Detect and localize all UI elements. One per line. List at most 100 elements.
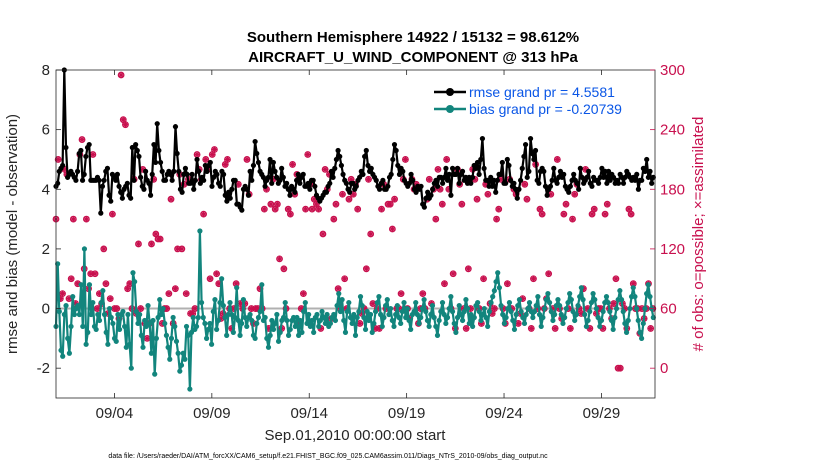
bias-point: [500, 311, 506, 318]
rmse-point: [211, 174, 217, 180]
bias-point: [605, 299, 611, 306]
y-right-tick-label: 180: [660, 181, 685, 198]
bias-point: [267, 332, 273, 338]
rmse-point: [551, 165, 557, 171]
obs-assimilated-marker: [569, 216, 576, 223]
bias-point: [128, 365, 134, 371]
rmse-point: [197, 180, 203, 186]
bias-point: [93, 326, 99, 333]
bias-point: [372, 308, 379, 315]
bias-point: [356, 308, 362, 315]
bias-point: [541, 305, 548, 312]
bias-point: [505, 305, 511, 312]
obs-assimilated-marker: [378, 206, 385, 213]
obs-assimilated-marker: [118, 71, 125, 78]
rmse-point: [104, 165, 111, 171]
rmse-point: [639, 177, 645, 183]
rmse-point: [448, 192, 454, 198]
rmse-point: [249, 177, 255, 183]
bias-point: [316, 323, 322, 330]
bias-point: [193, 323, 200, 330]
bias-point: [421, 297, 427, 303]
legend-bias-label: bias grand pr = -0.20739: [469, 101, 622, 117]
x-tick-label: 09/14: [290, 405, 328, 422]
obs-assimilated-marker: [120, 116, 127, 123]
rmse-point: [149, 171, 155, 177]
bias-point: [163, 332, 170, 338]
bias-point: [454, 314, 461, 321]
bias-point: [593, 305, 600, 312]
bias-point: [575, 302, 581, 309]
rmse-point: [433, 177, 439, 183]
rmse-point: [86, 141, 92, 148]
rmse-point: [368, 165, 374, 171]
bias-point: [227, 299, 233, 306]
rmse-point: [337, 153, 343, 160]
obs-assimilated-marker: [152, 231, 159, 237]
obs-assimilated-marker: [183, 290, 190, 297]
bias-point: [558, 311, 564, 318]
bias-point: [209, 341, 215, 347]
obs-assimilated-marker: [432, 216, 439, 223]
bias-point: [610, 326, 616, 333]
bias-point: [70, 294, 76, 300]
rmse-point: [498, 171, 504, 177]
rmse-point: [250, 162, 257, 169]
obs-assimilated-marker: [443, 156, 450, 163]
bias-point: [480, 311, 486, 318]
rmse-point: [136, 153, 142, 160]
bias-point: [178, 362, 185, 368]
y-right-tick-label: 240: [660, 122, 685, 139]
bias-point: [468, 311, 474, 318]
rmse-point: [96, 177, 102, 183]
bias-point: [297, 317, 303, 324]
bias-point: [403, 314, 409, 321]
bias-point: [627, 305, 633, 312]
rmse-point: [484, 177, 491, 183]
rmse-point: [532, 147, 539, 154]
rmse-point: [297, 180, 303, 186]
rmse-point: [410, 177, 416, 183]
rmse-point: [395, 162, 401, 169]
bias-point: [138, 332, 144, 338]
rmse-point: [106, 192, 112, 198]
obs-assimilated-marker: [591, 206, 598, 213]
bias-point: [232, 314, 238, 321]
bias-point: [185, 332, 191, 338]
rmse-point: [270, 159, 276, 166]
bias-point: [590, 291, 596, 297]
bias-point: [635, 317, 641, 324]
rmse-point: [262, 183, 268, 189]
bias-point: [419, 305, 426, 312]
bias-point: [336, 291, 342, 297]
obs-assimilated-marker: [463, 325, 470, 332]
bias-point: [381, 314, 387, 321]
rmse-point: [473, 165, 479, 171]
rmse-point: [576, 186, 582, 192]
bias-point: [101, 311, 108, 318]
obs-assimilated-marker: [233, 280, 240, 287]
bias-point: [563, 305, 569, 312]
obs-assimilated-marker: [300, 290, 307, 297]
rmse-point: [176, 168, 182, 174]
bias-point: [398, 320, 404, 327]
bias-point: [100, 288, 106, 294]
bias-point: [197, 228, 203, 234]
bias-point: [155, 314, 161, 321]
y-axis-right: 0 60 120 180 240 300: [650, 62, 685, 377]
rmse-point: [172, 124, 179, 130]
rmse-point: [151, 141, 157, 148]
obs-assimilated-marker: [148, 240, 155, 247]
bias-point: [408, 326, 414, 333]
obs-assimilated-marker: [311, 196, 318, 203]
rmse-point: [101, 177, 107, 183]
legend-bias-marker: [446, 105, 454, 113]
bias-point: [516, 297, 523, 303]
bias-point: [306, 311, 312, 318]
obs-assimilated-marker: [539, 211, 546, 218]
rmse-point: [456, 180, 462, 186]
bias-point: [203, 335, 210, 341]
bias-point: [152, 371, 158, 377]
rmse-point: [647, 168, 653, 174]
bias-point: [344, 308, 350, 315]
